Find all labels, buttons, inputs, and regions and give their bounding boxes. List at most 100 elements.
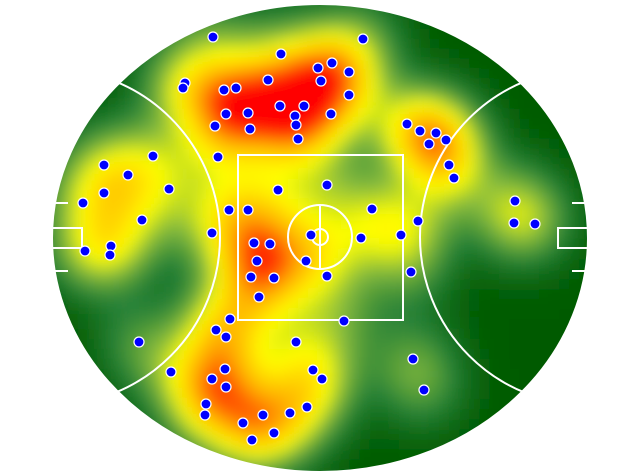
heat-cell	[389, 239, 401, 251]
heat-cell	[239, 299, 251, 311]
heat-cell	[439, 399, 451, 411]
heat-cell	[419, 109, 431, 121]
heat-cell	[379, 199, 391, 211]
heat-cell	[529, 199, 541, 211]
point	[136, 214, 148, 226]
heat-cell	[149, 29, 161, 41]
heat-cell	[289, 439, 301, 451]
heat-cell	[499, 249, 511, 261]
heat-cell	[369, 429, 381, 441]
heat-cell	[349, 99, 361, 111]
heat-cell	[59, 69, 71, 81]
heat-cell	[52, 4, 61, 11]
heat-cell	[79, 19, 91, 31]
heat-cell	[409, 339, 421, 351]
heat-cell	[119, 249, 131, 261]
heat-cell	[579, 209, 588, 221]
heat-cell	[179, 19, 191, 31]
heat-cell	[439, 89, 451, 101]
heat-cell	[319, 39, 331, 51]
heat-cell	[359, 389, 371, 401]
heat-cell	[229, 439, 241, 451]
heat-cell	[429, 79, 441, 91]
heat-cell	[289, 199, 301, 211]
heat-cell	[249, 389, 261, 401]
point	[343, 89, 355, 101]
heat-cell	[99, 429, 111, 441]
heat-cell	[52, 339, 61, 351]
heat-cell	[109, 339, 121, 351]
heat-cell	[509, 179, 521, 191]
heat-cell	[629, 419, 640, 431]
heat-cell	[319, 279, 331, 291]
heat-cell	[239, 319, 251, 331]
heat-cell	[489, 189, 501, 201]
heat-cell	[389, 359, 401, 371]
heat-cell	[519, 279, 531, 291]
heat-cell	[159, 59, 171, 71]
heat-cell	[609, 69, 621, 81]
heat-cell	[499, 329, 511, 341]
heat-cell	[239, 179, 251, 191]
heat-cell	[299, 119, 311, 131]
heat-cell	[429, 4, 441, 11]
heat-cell	[459, 469, 471, 472]
point	[290, 336, 302, 348]
heat-cell	[599, 89, 611, 101]
heat-cell	[249, 349, 261, 361]
heat-cell	[299, 39, 311, 51]
heat-cell	[69, 109, 81, 121]
heat-cell	[309, 449, 321, 461]
heat-cell	[509, 109, 521, 121]
heat-cell	[579, 349, 588, 361]
heat-cell	[499, 9, 511, 21]
heat-cell	[329, 299, 341, 311]
heat-cell	[219, 239, 231, 251]
heat-cell	[139, 4, 151, 11]
heat-cell	[359, 59, 371, 71]
heat-cell	[379, 19, 391, 31]
heat-cell	[589, 329, 601, 341]
heat-cell	[499, 279, 511, 291]
heat-cell	[519, 119, 531, 131]
heat-cell	[29, 0, 41, 11]
heat-cell	[519, 339, 531, 351]
heat-cell	[249, 79, 261, 91]
heat-cell	[379, 159, 391, 171]
heat-cell	[459, 89, 471, 101]
heat-cell	[519, 299, 531, 311]
heat-cell	[139, 439, 151, 451]
heat-cell	[519, 399, 531, 411]
heat-cell	[239, 239, 251, 251]
heat-cell	[269, 319, 281, 331]
heat-cell	[239, 19, 251, 31]
heat-cell	[429, 189, 441, 201]
heat-cell	[529, 139, 541, 151]
point	[220, 331, 232, 343]
heat-cell	[159, 379, 171, 391]
heat-cell	[279, 389, 291, 401]
heat-cell	[319, 4, 331, 11]
heat-cell	[409, 399, 421, 411]
heat-cell	[469, 379, 481, 391]
heat-cell	[469, 399, 481, 411]
heat-cell	[69, 379, 81, 391]
heat-cell	[199, 329, 211, 341]
heat-cell	[529, 469, 541, 472]
heat-cell	[369, 289, 381, 301]
heat-cell	[269, 219, 281, 231]
heat-cell	[69, 189, 81, 201]
heat-cell	[619, 279, 631, 291]
heat-cell	[52, 369, 61, 381]
heat-cell	[319, 429, 331, 441]
heat-cell	[69, 459, 81, 471]
heat-cell	[419, 399, 431, 411]
heat-cell	[59, 109, 71, 121]
point	[253, 291, 265, 303]
heat-cell	[0, 19, 11, 31]
heat-cell	[52, 139, 61, 151]
heat-cell	[9, 69, 21, 81]
heat-cell	[319, 89, 331, 101]
heat-cell	[439, 279, 451, 291]
heat-cell	[289, 349, 301, 361]
